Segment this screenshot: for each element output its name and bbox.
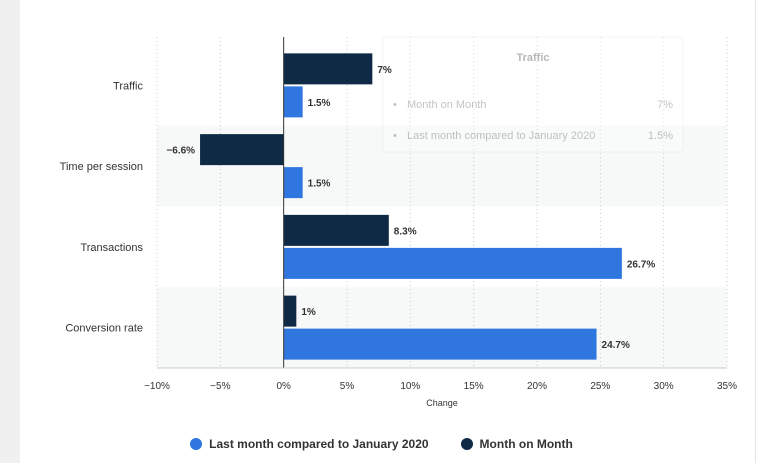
x-tick-label: 25% [590, 381, 610, 392]
legend-item-last-month[interactable]: Last month compared to January 2020 [190, 437, 429, 451]
tooltip-row-label: Last month compared to January 2020 [407, 130, 595, 142]
data-label: 24.7% [602, 340, 630, 351]
x-tick-label: 30% [654, 381, 674, 392]
bars [200, 53, 622, 360]
data-label: 7% [377, 65, 392, 76]
x-axis-title: Change [426, 398, 458, 408]
x-tick-label: −10% [144, 381, 170, 392]
x-tick-label: 15% [464, 381, 484, 392]
bar-last-month[interactable] [283, 86, 303, 118]
bar-last-month[interactable] [283, 247, 622, 279]
bar-last-month[interactable] [283, 167, 303, 199]
legend-dot-icon [460, 438, 473, 450]
tooltip: Traffic • Month on Month 7% • Last month… [382, 36, 684, 153]
tooltip-row-value: 1.5% [648, 130, 673, 142]
category-label: Conversion rate [65, 323, 143, 335]
tooltip-box [382, 36, 684, 153]
side-panel-edge [755, 0, 763, 463]
bar-month-on-month[interactable] [283, 214, 389, 246]
axis: −10% −5% 0% 5% 10% 15% 20% 25% 30% 35% Change [144, 37, 737, 408]
data-label: 1.5% [308, 179, 331, 190]
x-tick-label: 20% [527, 381, 547, 392]
legend-label: Month on Month [479, 437, 573, 451]
x-tick-label: −5% [210, 381, 230, 392]
bar-month-on-month[interactable] [283, 53, 373, 85]
bar-chart: Traffic • Month on Month 7% • Last month… [60, 36, 737, 408]
labels: 7% 1.5% Traffic −6.6% 1.5% Time per session 8.… [60, 65, 656, 351]
x-tick-label: 5% [340, 381, 355, 392]
tooltip-row-label: Month on Month [407, 99, 487, 111]
tooltip-bullet: • [393, 99, 397, 111]
bar-month-on-month[interactable] [283, 295, 297, 327]
bar-month-on-month[interactable] [200, 134, 284, 166]
bar-last-month[interactable] [283, 328, 597, 360]
tooltip-row-value: 7% [657, 99, 673, 111]
x-tick-label: 35% [717, 381, 737, 392]
data-label: 26.7% [627, 259, 655, 270]
tooltip-title: Traffic [516, 52, 549, 64]
category-label: Time per session [60, 161, 143, 173]
data-label: −6.6% [166, 146, 195, 157]
legend-label: Last month compared to January 2020 [209, 437, 429, 451]
category-label: Transactions [80, 242, 143, 254]
x-tick-label: 10% [400, 381, 420, 392]
data-label: 8.3% [394, 226, 417, 237]
data-label: 1.5% [308, 98, 331, 109]
legend-item-month-on-month[interactable]: Month on Month [460, 437, 573, 451]
data-label: 1% [301, 307, 316, 318]
tooltip-bullet: • [393, 130, 397, 142]
legend: Last month compared to January 2020 Mont… [0, 434, 763, 454]
category-label: Traffic [113, 80, 143, 92]
x-tick-label: 0% [276, 381, 291, 392]
legend-dot-icon [190, 438, 203, 450]
